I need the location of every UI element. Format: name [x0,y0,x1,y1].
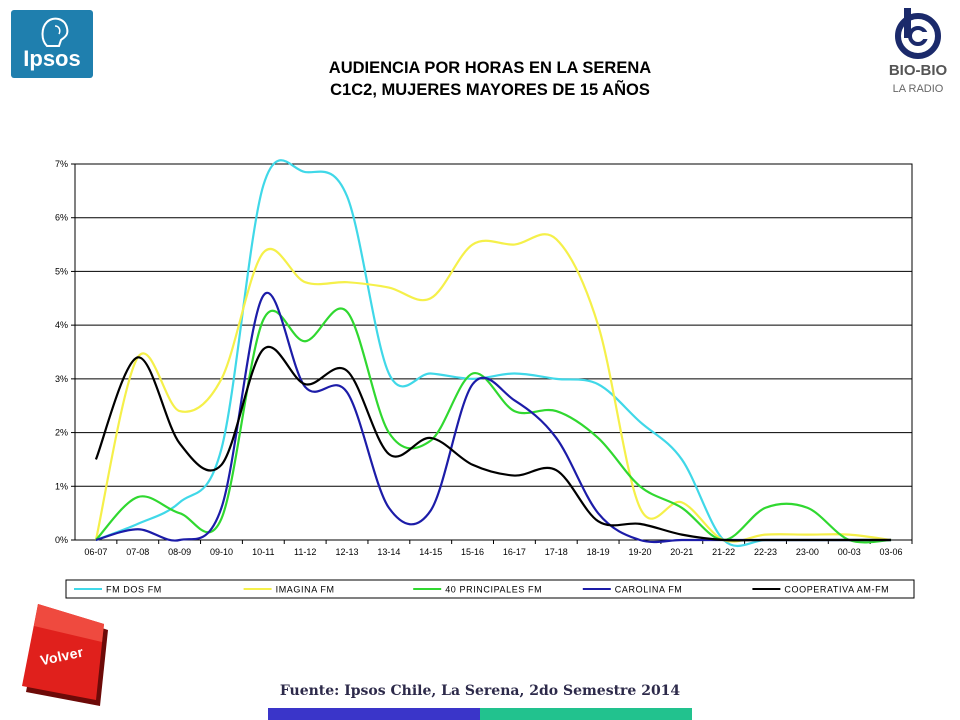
legend-label: IMAGINA FM [276,585,335,595]
legend-box [65,579,915,599]
y-tick-label: 1% [55,481,68,491]
footer-bar-green [480,708,692,720]
biobio-logo-text: BIO-BIO [888,62,948,79]
x-tick-label: 15-16 [461,547,484,557]
x-tick-label: 06-07 [84,547,107,557]
y-tick-label: 5% [55,266,68,276]
ipsos-logo: Ipsos [11,10,93,78]
series-line-2 [95,307,892,544]
y-tick-label: 0% [55,535,68,545]
legend-label: FM DOS FM [106,585,162,595]
x-tick-label: 03-06 [880,547,903,557]
x-tick-label: 22-23 [754,547,777,557]
x-tick-label: 20-21 [670,547,693,557]
y-tick-label: 2% [55,428,68,438]
x-tick-label: 12-13 [336,547,359,557]
biobio-emblem-icon [895,8,941,59]
x-tick-label: 00-03 [838,547,861,557]
volver-button[interactable] [20,602,120,712]
y-axis-ticks: 0% 1% 2% 3% 4% 5% 6% 7% [55,159,68,545]
series-lines [94,159,892,548]
source-note: Fuente: Ipsos Chile, La Serena, 2do Seme… [279,683,681,699]
page-title: AUDIENCIA POR HORAS EN LA SERENA C1C2, M… [240,57,740,101]
x-tick-label: 07-08 [126,547,149,557]
chart-grid [71,163,913,541]
plot-area [74,163,913,541]
y-tick-label: 6% [55,213,68,223]
x-tick-label: 21-22 [712,547,735,557]
y-tick-label: 3% [55,374,68,384]
legend-label: 40 PRINCIPALES FM [445,585,542,595]
legend-label: COOPERATIVA AM-FM [784,585,889,595]
series-line-0 [95,159,892,548]
y-tick-label: 7% [55,159,68,169]
x-tick-label: 17-18 [545,547,568,557]
x-tick-label: 13-14 [377,547,400,557]
x-tick-label: 14-15 [419,547,442,557]
y-tick-label: 4% [55,320,68,330]
legend-label: CAROLINA FM [615,585,683,595]
series-line-4 [94,345,892,542]
chart-legend: FM DOS FM IMAGINA FM 40 PRINCIPALES FM CARO… [65,579,915,599]
x-tick-label: 11-12 [294,547,316,557]
x-tick-label: 16-17 [503,547,526,557]
x-tick-label: 23-00 [796,547,819,557]
ipsos-head-icon [41,17,69,47]
x-tick-label: 09-10 [210,547,233,557]
x-axis-ticks: 06-07 07-08 08-09 09-10 10-11 11-12 12-13 13-14… [84,540,913,557]
x-tick-label: 19-20 [628,547,651,557]
ipsos-logo-text: Ipsos [23,46,81,71]
footer-bar-blue [268,708,480,720]
title-line-2: C1C2, MUJERES MAYORES DE 15 AÑOS [330,81,650,99]
biobio-logo: BIO-BIO LA RADIO [884,8,952,100]
x-tick-label: 18-19 [587,547,610,557]
x-tick-label: 08-09 [168,547,191,557]
title-line-1: AUDIENCIA POR HORAS EN LA SERENA [328,59,652,77]
x-tick-label: 10-11 [252,547,274,557]
biobio-logo-subtext: LA RADIO [892,83,944,95]
